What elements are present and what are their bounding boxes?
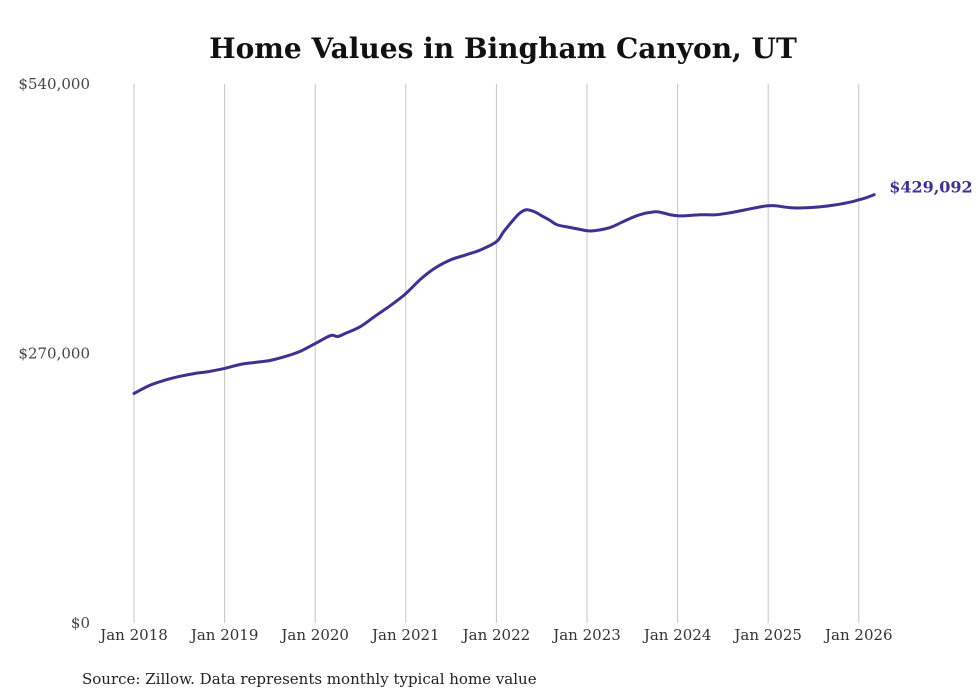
x-tick-label: Jan 2019 <box>189 626 259 644</box>
y-tick-label: $540,000 <box>18 75 90 93</box>
x-tick-label: Jan 2020 <box>279 626 349 644</box>
gridlines <box>133 84 860 623</box>
chart-title: Home Values in Bingham Canyon, UT <box>209 32 797 65</box>
y-tick-label: $270,000 <box>18 345 90 363</box>
x-tick-label: Jan 2024 <box>642 626 712 644</box>
x-tick-label: Jan 2023 <box>551 626 621 644</box>
x-tick-label: Jan 2021 <box>370 626 440 644</box>
x-tick-label: Jan 2022 <box>461 626 531 644</box>
series-line-0 <box>132 193 876 395</box>
series-layer <box>132 193 876 395</box>
y-axis-ticks: $0 $270,000 $540,000 <box>18 75 90 632</box>
source-note: Source: Zillow. Data represents monthly … <box>82 670 537 688</box>
end-value-label: $429,092 <box>889 178 973 197</box>
y-tick-label: $0 <box>71 614 90 632</box>
x-tick-label: Jan 2018 <box>98 626 168 644</box>
x-tick-label: Jan 2026 <box>823 626 893 644</box>
x-tick-label: Jan 2025 <box>732 626 802 644</box>
x-axis-ticks: Jan 2018 Jan 2019 Jan 2020 Jan 2021 Jan 2022… <box>98 626 892 644</box>
